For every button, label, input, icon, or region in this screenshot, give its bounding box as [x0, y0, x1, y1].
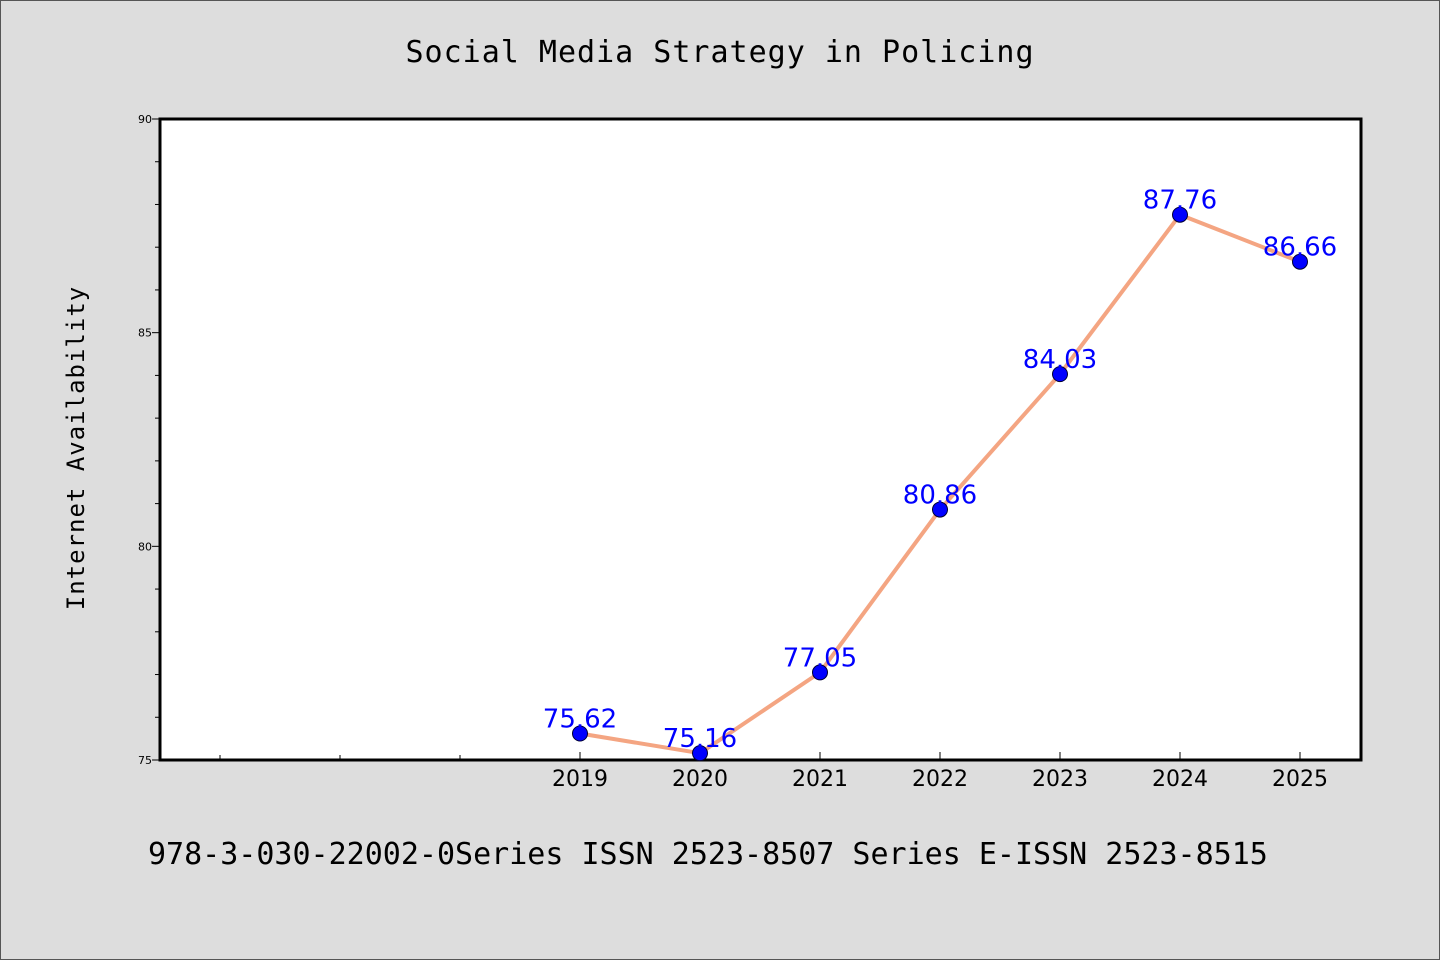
y-tick-label: 80 — [138, 540, 152, 553]
x-tick-label: 2022 — [912, 767, 968, 792]
data-point — [1172, 206, 1188, 223]
x-tick-label: 2025 — [1272, 767, 1328, 792]
y-tick-label: 85 — [138, 327, 152, 340]
y-tick-label: 90 — [138, 113, 152, 126]
data-point — [812, 664, 828, 681]
data-label: 75.16 — [663, 724, 737, 754]
data-label: 86.66 — [1263, 233, 1337, 263]
data-label: 87.76 — [1143, 186, 1217, 216]
y-tick-label: 75 — [138, 754, 152, 767]
x-tick-label: 2024 — [1152, 767, 1208, 792]
data-point — [932, 501, 948, 518]
data-label: 75.62 — [543, 705, 617, 735]
data-point — [572, 725, 588, 742]
data-label: 84.03 — [1023, 345, 1097, 375]
data-labels: 75.62 75.16 77.05 80.86 84.03 87.76 86.66 — [543, 186, 1337, 754]
data-point — [1052, 366, 1068, 383]
x-tick-label: 2023 — [1032, 767, 1088, 792]
data-label: 80.86 — [903, 481, 977, 511]
x-tick-label: 2019 — [552, 767, 608, 792]
data-point — [692, 745, 708, 762]
data-label: 77.05 — [783, 643, 857, 673]
plot-area — [158, 117, 1363, 762]
x-axis-ticks: 2019 2020 2021 2022 2023 2024 2025 — [219, 752, 1328, 792]
chart-title: Social Media Strategy in Policing — [405, 35, 1034, 70]
data-point — [1292, 253, 1308, 270]
footer-text: 978-3-030-22002-0Series ISSN 2523-8507 S… — [148, 837, 1268, 872]
y-axis-ticks: 75 80 85 90 — [138, 113, 160, 767]
x-tick-label: 2020 — [672, 767, 728, 792]
data-markers — [572, 206, 1308, 762]
y-axis-label: Internet Availability — [62, 286, 90, 610]
x-tick-label: 2021 — [792, 767, 848, 792]
